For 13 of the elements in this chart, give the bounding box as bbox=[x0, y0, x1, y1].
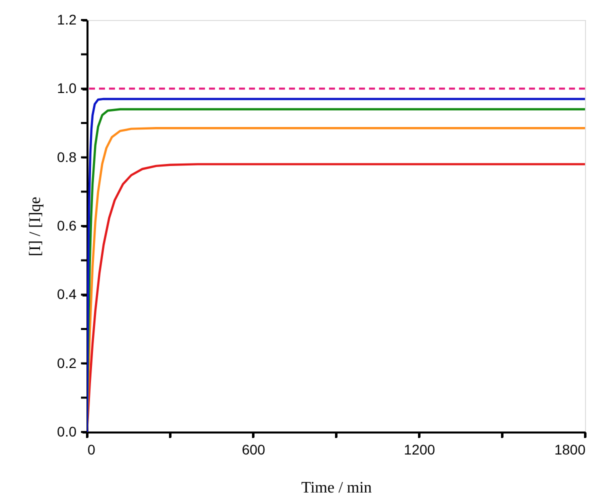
y-axis-title: [I] / [I]qe bbox=[27, 196, 44, 256]
y-tick-label: 0.6 bbox=[57, 218, 77, 234]
y-tick-label: 0.0 bbox=[57, 424, 77, 440]
y-tick-label: 1.0 bbox=[57, 80, 77, 96]
x-tick-label: 1800 bbox=[554, 442, 586, 458]
y-tick-label: 0.2 bbox=[57, 354, 77, 371]
x-axis-title: Time / min bbox=[301, 480, 372, 496]
x-tick-label: 600 bbox=[242, 442, 266, 458]
y-tick-label: 0.8 bbox=[57, 148, 77, 165]
x-tick-label: 0 bbox=[88, 442, 96, 458]
x-tick-label: 1200 bbox=[404, 442, 436, 458]
y-tick-label: 1.2 bbox=[57, 12, 77, 28]
y-tick-label: 0.4 bbox=[57, 286, 77, 302]
